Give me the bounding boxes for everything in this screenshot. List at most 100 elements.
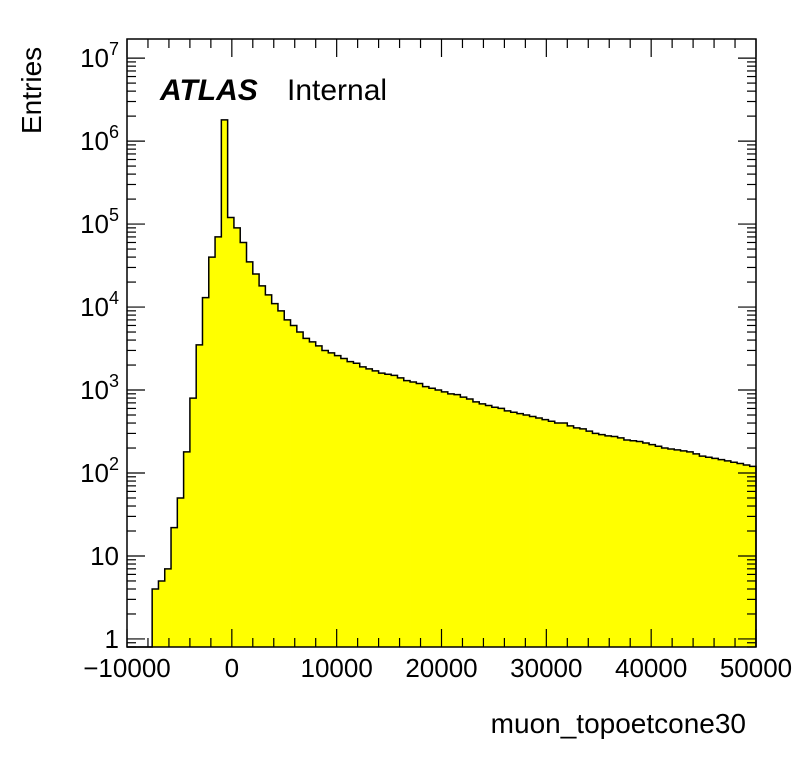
histogram-bin (529, 416, 537, 647)
histogram-bin (372, 370, 379, 647)
histogram-bin (630, 440, 637, 647)
histogram-bin (655, 446, 663, 647)
histogram-bin (680, 450, 688, 647)
y-axis-title: Entries (16, 47, 47, 134)
histogram-bin (152, 589, 159, 647)
y-tick-labels: 1 10 102 103 104 105 106 107 (80, 39, 119, 654)
y-tick-label: 105 (80, 205, 119, 239)
histogram-bin (605, 435, 612, 647)
histogram-bin (233, 227, 241, 647)
histogram-bin (309, 341, 317, 647)
histogram-bin (397, 377, 405, 647)
x-tick-label: 0 (225, 653, 239, 683)
y-tick-label: 1 (105, 624, 119, 654)
histogram-bin (277, 310, 285, 647)
y-tick-label: 103 (80, 371, 119, 405)
histogram-bars (127, 119, 757, 648)
histogram-bin (353, 363, 361, 647)
axis-ticks (126, 39, 757, 648)
x-tick-label: 50000 (720, 653, 792, 683)
histogram-bin (561, 423, 568, 647)
histogram-bin (749, 466, 757, 647)
histogram-bin (649, 444, 656, 647)
histogram-bin (340, 358, 348, 647)
histogram-bin (730, 462, 738, 647)
histogram-bin (686, 451, 694, 647)
histogram-bin (598, 434, 606, 647)
histogram-bin (554, 423, 562, 647)
histogram-bin (202, 297, 210, 647)
histogram-bin (416, 383, 424, 647)
histogram-bin (271, 303, 279, 647)
x-axis-title: muon_topoetcone30 (491, 708, 746, 739)
histogram-bin (221, 119, 229, 647)
histogram-bin (535, 418, 543, 647)
histogram-bin (164, 568, 172, 647)
histogram-bin (252, 274, 260, 647)
histogram-bin (171, 527, 178, 647)
histogram-bin (447, 393, 455, 647)
histogram-bin (504, 410, 512, 647)
histogram-bin (718, 459, 725, 647)
histogram-bin (347, 361, 354, 647)
histogram-bin (328, 352, 335, 647)
histogram-bin (334, 355, 342, 647)
histogram-bin (516, 413, 524, 647)
histogram-bin (441, 391, 449, 647)
y-tick-label: 104 (80, 288, 119, 322)
y-tick-label: 107 (80, 39, 119, 73)
histogram-bin (240, 242, 247, 647)
histogram-bin (315, 345, 323, 647)
histogram-bin (259, 285, 266, 647)
y-tick-label: 10 (90, 541, 119, 571)
histogram-bin (215, 236, 222, 647)
histogram-bin (403, 380, 411, 647)
x-tick-label: 30000 (510, 653, 582, 683)
histogram-bin (636, 441, 644, 647)
histogram-bin (284, 319, 291, 647)
histogram-bin (485, 405, 493, 647)
histogram-bin (378, 373, 386, 647)
histogram-bin (667, 448, 675, 647)
histogram-bin (384, 374, 392, 647)
histogram-bin (177, 497, 185, 647)
histogram-bin (611, 436, 619, 647)
histogram-bin (196, 344, 203, 647)
x-tick-label: 20000 (405, 653, 477, 683)
histogram-bin (548, 421, 556, 647)
histogram-bin (460, 397, 468, 647)
internal-label: Internal (287, 74, 387, 107)
histogram-bin (227, 217, 235, 648)
histogram-bin (491, 407, 499, 647)
histogram-bin (674, 449, 681, 647)
histogram-bin (699, 456, 707, 647)
x-tick-label: −10000 (83, 653, 170, 683)
x-tick-label: 10000 (301, 653, 373, 683)
histogram-bin (410, 381, 417, 647)
histogram-bin (567, 425, 574, 647)
histogram-bin (246, 261, 254, 647)
histogram-bin (158, 580, 166, 647)
histogram-bin (321, 350, 329, 647)
histogram-bin (724, 460, 732, 647)
histogram-bin (472, 401, 480, 647)
histogram-bin (265, 294, 273, 647)
histogram-bin (479, 403, 486, 647)
histogram-bin (391, 375, 398, 647)
histogram-bin (435, 390, 442, 647)
histogram-bin (466, 398, 474, 647)
histogram-bin (523, 415, 530, 647)
histogram-bin (296, 332, 304, 647)
histogram-outline (127, 119, 757, 648)
x-tick-labels: −10000 0 10000 20000 30000 40000 50000 (83, 653, 792, 683)
histogram-bin (454, 394, 461, 647)
histogram-bin (422, 386, 430, 647)
y-tick-label: 102 (80, 454, 119, 488)
y-tick-label: 106 (80, 122, 119, 156)
histogram-bin (303, 338, 310, 647)
histogram-bin (428, 388, 436, 647)
histogram-bin (623, 439, 631, 647)
histogram-bin (498, 408, 505, 647)
histogram-bin (542, 419, 549, 647)
